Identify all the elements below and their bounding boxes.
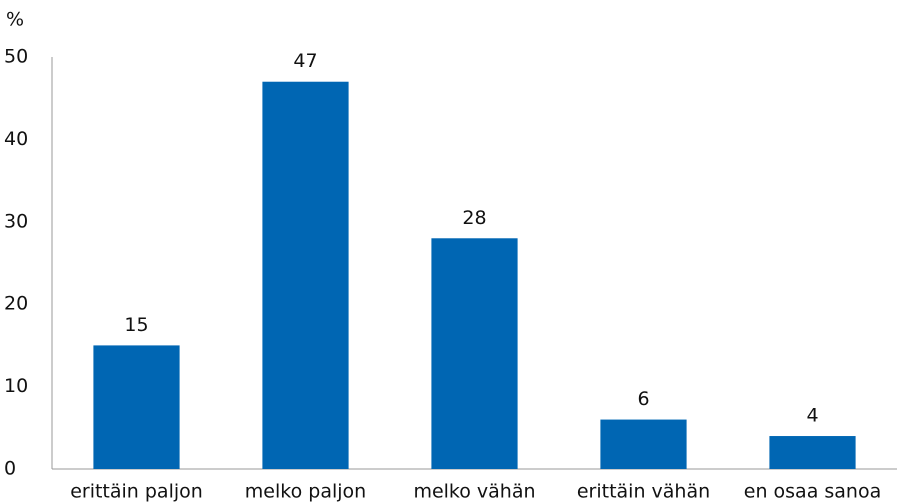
- y-tick-label: 50: [4, 46, 28, 68]
- x-tick-label: erittäin vähän: [577, 481, 710, 503]
- data-label: 47: [293, 50, 317, 72]
- y-axis-label: %: [6, 9, 24, 31]
- bar: [600, 419, 687, 469]
- bar: [93, 345, 180, 469]
- y-tick-label: 0: [4, 458, 16, 480]
- y-tick-label: 30: [4, 210, 28, 232]
- data-label: 6: [637, 388, 649, 410]
- bar: [769, 436, 856, 469]
- x-tick-label: erittäin paljon: [70, 481, 203, 503]
- x-tick-label: melko vähän: [413, 481, 535, 503]
- y-tick-label: 40: [4, 128, 28, 150]
- y-tick-label: 20: [4, 293, 28, 315]
- x-tick-label: en osaa sanoa: [744, 481, 881, 503]
- y-tick-label: 10: [4, 375, 28, 397]
- bar: [431, 238, 518, 469]
- x-tick-label: melko paljon: [245, 481, 366, 503]
- data-label: 4: [806, 405, 818, 427]
- bar: [262, 81, 349, 469]
- data-label: 28: [462, 207, 486, 229]
- data-label: 15: [124, 314, 148, 336]
